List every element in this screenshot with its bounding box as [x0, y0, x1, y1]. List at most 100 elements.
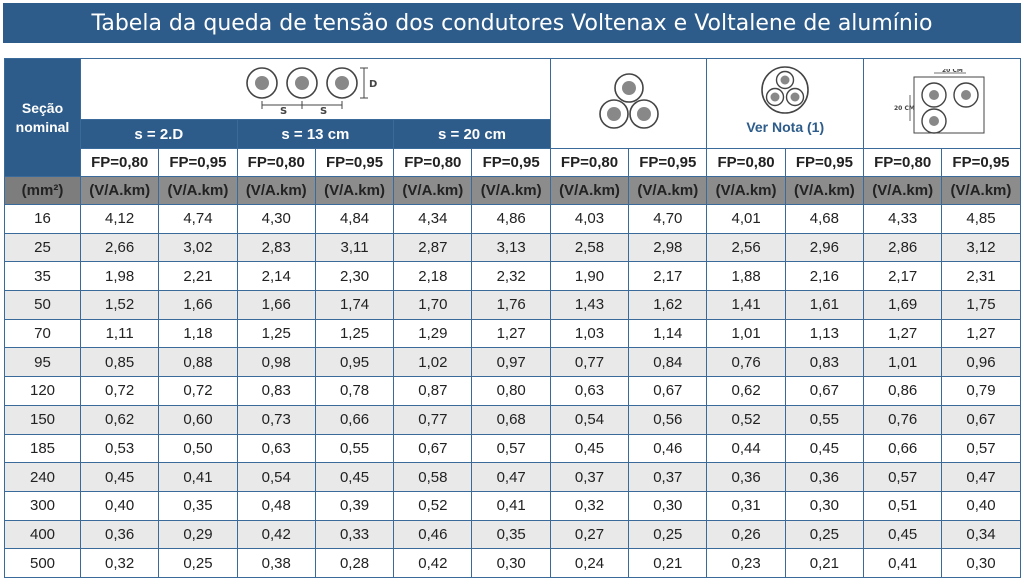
- power-factor-header: FP=0,80: [706, 148, 786, 177]
- value-cell: 0,67: [784, 376, 865, 406]
- secao-cell: 25: [4, 232, 81, 263]
- value-cell: 1,61: [784, 290, 865, 320]
- value-cell: 1,69: [863, 290, 943, 320]
- value-cell: 4,03: [549, 204, 630, 234]
- value-cell: 0,76: [706, 347, 786, 378]
- svg-text:20 CM: 20 CM: [942, 69, 963, 74]
- power-factor-header: FP=0,95: [941, 148, 1021, 177]
- value-cell: 2,17: [863, 261, 943, 292]
- value-cell: 0,95: [314, 347, 395, 378]
- value-cell: 0,85: [79, 347, 160, 378]
- power-factor-header: FP=0,80: [236, 148, 316, 177]
- value-cell: 4,34: [393, 204, 473, 234]
- value-cell: 0,83: [784, 347, 865, 378]
- voltage-drop-table: Seção nominal S S: [4, 58, 1021, 578]
- spacing-13cm-header: s = 13 cm: [236, 119, 395, 149]
- table-row: 150 0,62 0,60 0,73 0,66 0,77 0,68 0,54 0,56 0,52 0…: [4, 404, 1021, 435]
- svg-text:S: S: [280, 106, 287, 115]
- page-title-text: Tabela da queda de tensão dos condutores…: [91, 10, 933, 36]
- unit-header: (V/A.km): [863, 176, 943, 205]
- table-row: 400 0,36 0,29 0,42 0,33 0,46 0,35 0,27 0,25 0,26 0…: [4, 519, 1021, 550]
- value-cell: 0,29: [158, 519, 238, 550]
- value-cell: 4,12: [79, 204, 160, 234]
- value-cell: 2,96: [784, 232, 865, 263]
- value-cell: 0,51: [863, 490, 943, 521]
- value-cell: 1,27: [941, 318, 1021, 349]
- value-cell: 0,30: [784, 490, 865, 521]
- power-factor-header: FP=0,80: [549, 148, 630, 177]
- table-row: 25 2,66 3,02 2,83 3,11 2,87 3,13 2,58 2,98 2,56 2,…: [4, 232, 1021, 263]
- value-cell: 1,11: [79, 318, 160, 349]
- value-cell: 1,52: [79, 290, 160, 320]
- secao-cell: 70: [4, 318, 81, 349]
- ver-nota-label: Ver Nota (1): [746, 119, 825, 135]
- value-cell: 0,25: [628, 519, 708, 550]
- square-spacing-diagram-icon: 20 CM 20 CM: [894, 67, 985, 134]
- table-row: 95 0,85 0,88 0,98 0,95 1,02 0,97 0,77 0,84 0,76 0,…: [4, 347, 1021, 378]
- power-factor-header: FP=0,80: [393, 148, 473, 177]
- value-cell: 0,37: [628, 462, 708, 492]
- value-cell: 0,42: [393, 548, 473, 578]
- value-cell: 0,57: [471, 433, 551, 464]
- value-cell: 0,46: [628, 433, 708, 464]
- value-cell: 0,52: [706, 404, 786, 435]
- value-cell: 0,79: [941, 376, 1021, 406]
- value-cell: 0,55: [784, 404, 865, 435]
- value-cell: 0,80: [471, 376, 551, 406]
- value-cell: 0,58: [393, 462, 473, 492]
- value-cell: 0,66: [863, 433, 943, 464]
- value-cell: 2,86: [863, 232, 943, 263]
- secao-nominal-header: Seção nominal: [4, 58, 81, 177]
- unit-header: (V/A.km): [784, 176, 865, 205]
- value-cell: 1,66: [158, 290, 238, 320]
- secao-cell: 240: [4, 462, 81, 492]
- value-cell: 0,40: [941, 490, 1021, 521]
- value-cell: 0,45: [784, 433, 865, 464]
- value-cell: 4,84: [314, 204, 395, 234]
- value-cell: 2,31: [941, 261, 1021, 292]
- value-cell: 1,27: [863, 318, 943, 349]
- ver-nota-cell: Ver Nota (1): [706, 58, 865, 149]
- value-cell: 2,66: [79, 232, 160, 263]
- value-cell: 0,63: [549, 376, 630, 406]
- value-cell: 2,30: [314, 261, 395, 292]
- value-cell: 0,60: [158, 404, 238, 435]
- value-cell: 0,66: [314, 404, 395, 435]
- value-cell: 1,01: [706, 318, 786, 349]
- table-row: 35 1,98 2,21 2,14 2,30 2,18 2,32 1,90 2,17 1,88 2,…: [4, 261, 1021, 292]
- value-cell: 0,26: [706, 519, 786, 550]
- value-cell: 0,21: [628, 548, 708, 578]
- power-factor-header: FP=0,95: [471, 148, 551, 177]
- secao-cell: 300: [4, 490, 81, 521]
- value-cell: 0,56: [628, 404, 708, 435]
- value-cell: 2,32: [471, 261, 551, 292]
- value-cell: 0,98: [236, 347, 316, 378]
- flat-spacing-diagram-icon: S S D: [246, 67, 378, 117]
- value-cell: 4,74: [158, 204, 238, 234]
- value-cell: 0,72: [158, 376, 238, 406]
- value-cell: 0,67: [941, 404, 1021, 435]
- power-factor-header: FP=0,95: [784, 148, 865, 177]
- unit-header: (V/A.km): [706, 176, 786, 205]
- svg-text:S: S: [320, 106, 327, 115]
- value-cell: 3,13: [471, 232, 551, 263]
- value-cell: 4,01: [706, 204, 786, 234]
- value-cell: 0,45: [549, 433, 630, 464]
- value-cell: 1,66: [236, 290, 316, 320]
- secao-cell: 50: [4, 290, 81, 320]
- value-cell: 0,23: [706, 548, 786, 578]
- value-cell: 0,63: [236, 433, 316, 464]
- unit-header: (V/A.km): [471, 176, 551, 205]
- secao-cell: 400: [4, 519, 81, 550]
- value-cell: 0,35: [471, 519, 551, 550]
- value-cell: 0,84: [628, 347, 708, 378]
- value-cell: 0,46: [393, 519, 473, 550]
- trefoil-diagram-icon: [598, 72, 659, 129]
- table-row: 240 0,45 0,41 0,54 0,45 0,58 0,47 0,37 0,37 0,36 0…: [4, 462, 1021, 492]
- multiplex-cable-icon: [761, 66, 810, 114]
- value-cell: 1,13: [784, 318, 865, 349]
- value-cell: 0,41: [158, 462, 238, 492]
- value-cell: 0,32: [79, 548, 160, 578]
- value-cell: 0,25: [784, 519, 865, 550]
- unit-mm2-header: (mm²): [4, 176, 81, 205]
